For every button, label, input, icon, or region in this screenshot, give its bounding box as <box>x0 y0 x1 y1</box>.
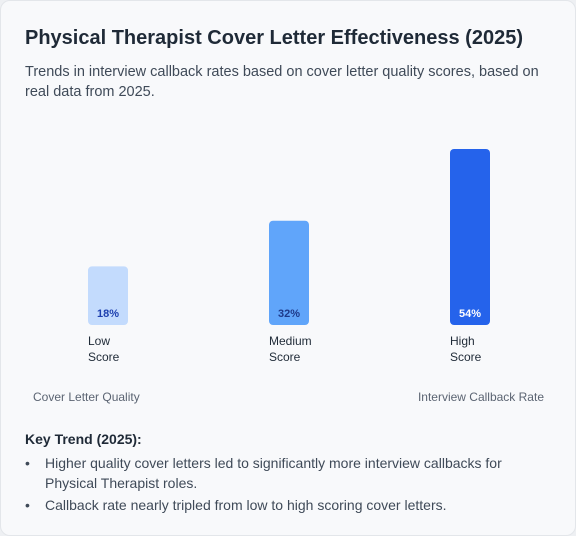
y-axis-label: Interview Callback Rate <box>417 390 544 404</box>
key-trend-bullet: Callback rate nearly tripled from low to… <box>25 495 555 515</box>
key-trend-section: Key Trend (2025): Higher quality cover l… <box>25 431 555 517</box>
data-label-0: 18% <box>97 308 119 320</box>
category-label-2-0: High <box>450 334 475 348</box>
bar-1 <box>269 220 309 325</box>
chart-title: Physical Therapist Cover Letter Effectiv… <box>25 27 523 49</box>
data-label-2: 54% <box>459 308 481 320</box>
key-trend-title: Key Trend (2025): <box>25 431 142 447</box>
category-label-1-1: Score <box>269 350 301 364</box>
key-trend-list: Higher quality cover letters led to sign… <box>25 453 555 515</box>
data-label-1: 32% <box>278 308 300 320</box>
key-trend-bullet: Higher quality cover letters led to sign… <box>25 453 555 493</box>
bar-chart: 18% Low Score 32% Medium Score 54% High Score <box>88 149 490 364</box>
category-label-1-0: Medium <box>269 334 312 348</box>
bar-0 <box>88 266 128 325</box>
x-axis-label: Cover Letter Quality <box>33 390 140 404</box>
bar-2 <box>450 149 490 325</box>
category-label-2-1: Score <box>450 350 482 364</box>
chart-subtitle: Trends in interview callback rates based… <box>25 64 539 100</box>
category-label-0-1: Score <box>88 350 120 364</box>
category-label-0-0: Low <box>88 334 110 348</box>
